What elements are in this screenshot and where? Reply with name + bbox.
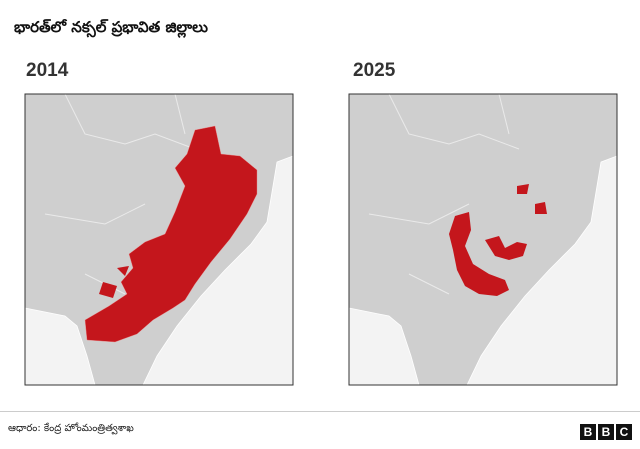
- logo-letter: B: [580, 424, 596, 440]
- logo: B B C: [580, 424, 632, 440]
- title: భారత్‌లో నక్సల్ ప్రభావిత జిల్లాలు: [14, 18, 208, 36]
- logo-letter: B: [598, 424, 614, 440]
- panel-label: 2014: [26, 60, 69, 81]
- panel-label: 2025: [353, 60, 396, 81]
- map-frame: [348, 93, 618, 386]
- source: ఆధారం: కేంద్ర హోంమంత్రిత్వశాఖ: [8, 423, 134, 434]
- divider: [0, 411, 640, 412]
- map-frame: [24, 93, 294, 386]
- map-2014: [25, 94, 293, 385]
- map-2025: [349, 94, 617, 385]
- maps: [24, 93, 618, 386]
- logo-letter: C: [616, 424, 632, 440]
